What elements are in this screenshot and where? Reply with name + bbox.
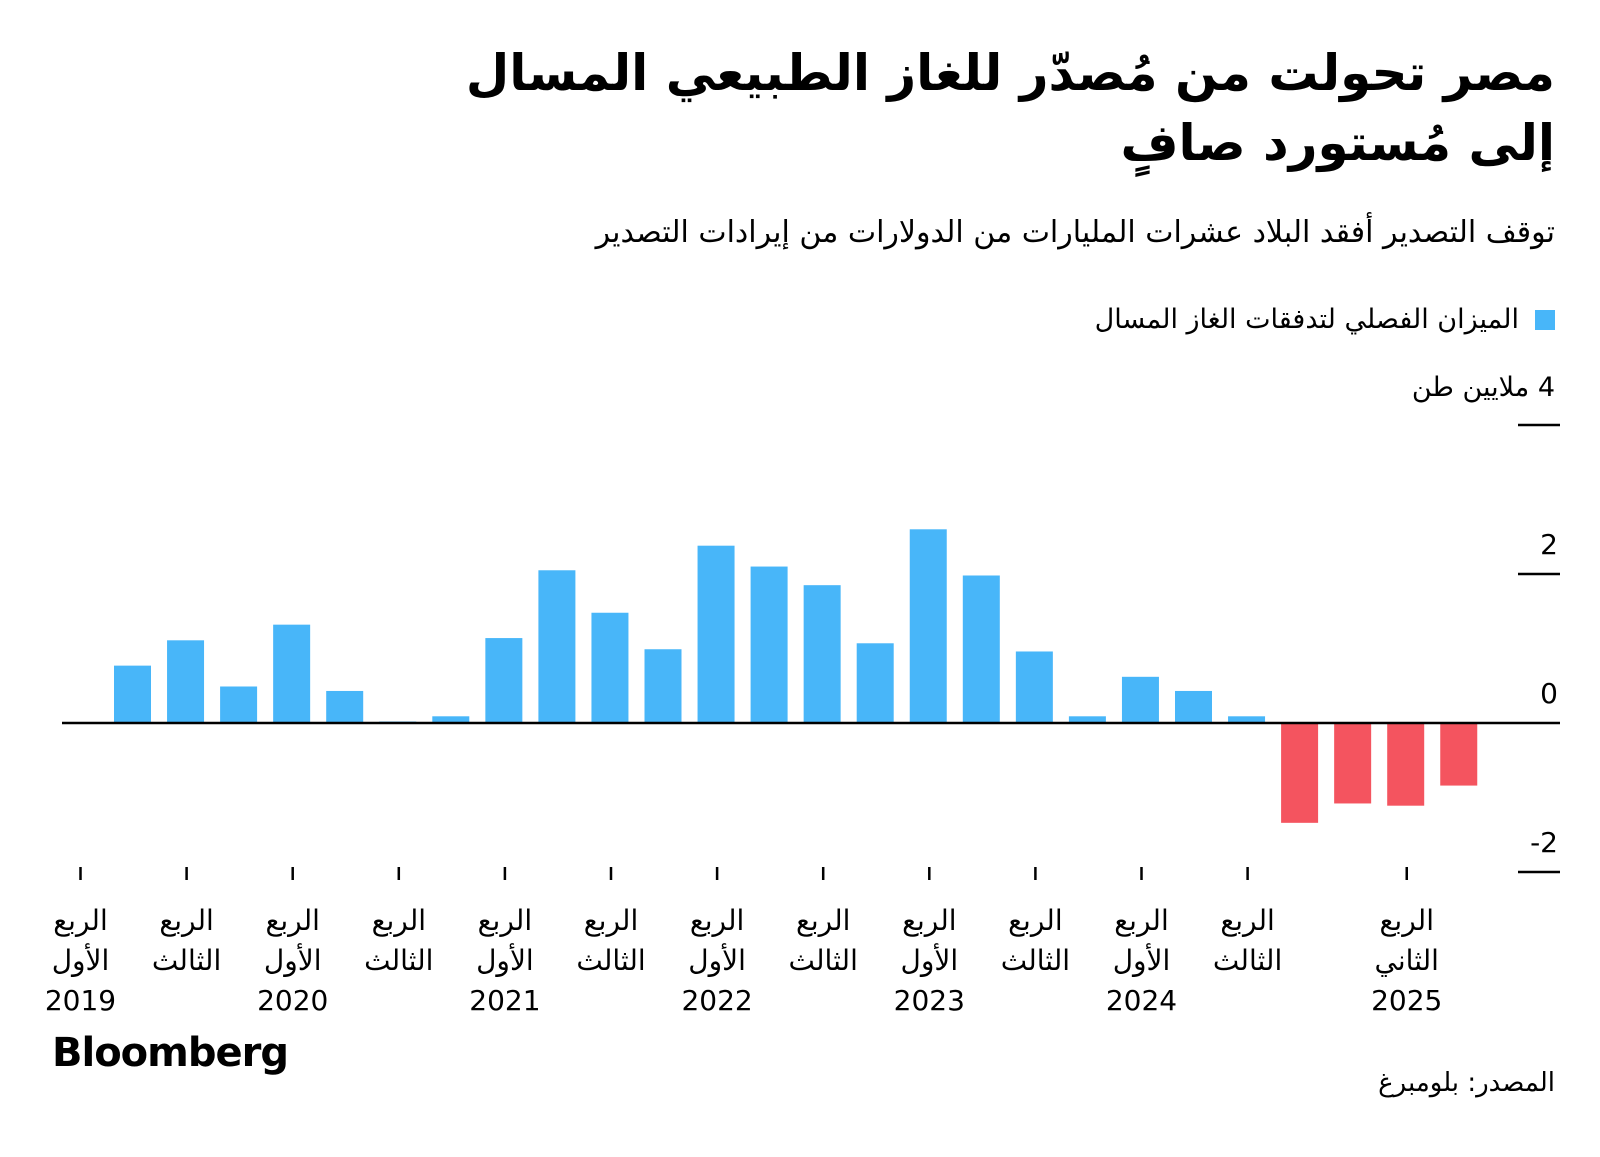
x-tick-label: الربع الأول 2024: [1106, 904, 1177, 1017]
x-tick-label: الربع الثالث: [1001, 904, 1070, 977]
bar: [114, 665, 151, 723]
legend: الميزان الفصلي لتدفقات الغاز المسال: [1095, 304, 1555, 335]
bar: [326, 690, 364, 723]
bar: [1068, 716, 1106, 723]
y-tick-label: 2: [1540, 528, 1558, 561]
bar: [1015, 651, 1053, 723]
source-note: المصدر: بلومبرغ: [1378, 1068, 1555, 1098]
legend-swatch: [1535, 309, 1555, 330]
x-tick-label: الربع الثالث: [789, 904, 858, 977]
bar: [485, 638, 523, 723]
bloomberg-logo: Bloomberg: [52, 1030, 289, 1076]
y-tick-label: 0: [1540, 677, 1558, 710]
x-tick-label: الربع الأول 2020: [257, 904, 328, 1017]
bar: [1121, 676, 1159, 723]
x-tick-label: الربع الثالث: [576, 904, 645, 977]
bar: [962, 575, 1000, 723]
x-tick-label: الربع الأول 2023: [894, 904, 965, 1017]
bar: [697, 545, 735, 723]
chart-title: مصر تحولت من مُصدّر للغاز الطبيعي المسال…: [465, 44, 1555, 172]
bar: [538, 570, 576, 723]
bar: [644, 649, 682, 723]
x-tick-label: الربع الثالث: [152, 904, 221, 977]
bar: [1440, 723, 1478, 786]
bar: [220, 686, 258, 723]
bar: [167, 640, 205, 723]
bar: [1281, 723, 1319, 823]
bar: [750, 566, 788, 723]
bar: [1334, 723, 1372, 804]
bar: [909, 529, 947, 723]
bar: [803, 585, 841, 723]
bar: [856, 643, 894, 723]
x-tick-label: الربع الثالث: [1213, 904, 1282, 977]
bar: [1228, 716, 1266, 723]
y-tick-label: -2: [1530, 826, 1558, 859]
x-tick-label: الربع الأول 2022: [681, 904, 752, 1017]
x-tick-label: الربع الأول 2019: [45, 904, 116, 1017]
legend-label: الميزان الفصلي لتدفقات الغاز المسال: [1094, 304, 1519, 335]
y-axis-unit-label: 4 ملايين طن: [1411, 372, 1555, 403]
bar: [432, 716, 470, 723]
bar: [591, 612, 629, 723]
x-tick-label: الربع الثاني 2025: [1371, 904, 1442, 1017]
bar: [1175, 690, 1212, 723]
x-tick-label: الربع الثالث: [364, 904, 433, 977]
chart-subtitle: توقف التصدير أفقد البلاد عشرات المليارات…: [595, 215, 1555, 250]
x-tick-label: الربع الأول 2021: [469, 904, 540, 1017]
bar: [1387, 723, 1425, 806]
bar: [273, 624, 311, 723]
